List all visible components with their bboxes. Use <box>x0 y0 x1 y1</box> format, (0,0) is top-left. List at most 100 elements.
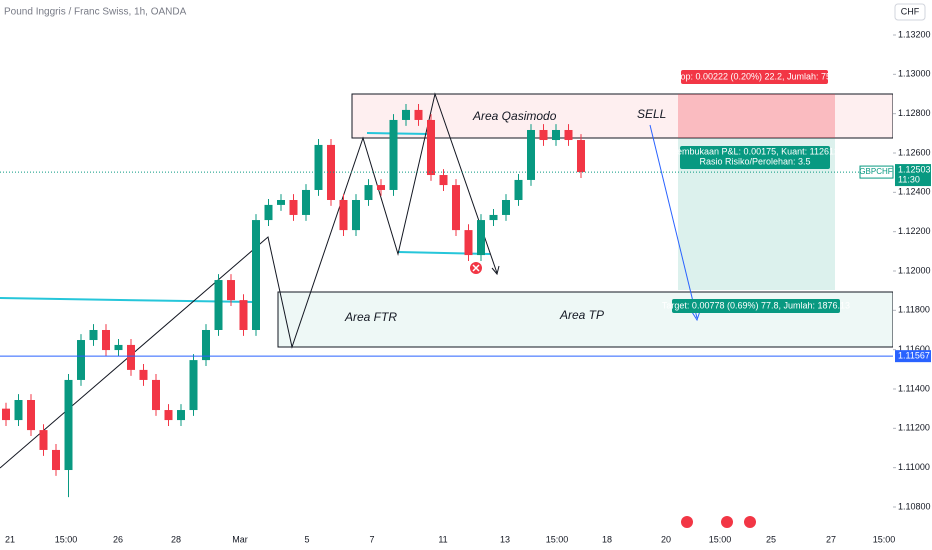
candle-body <box>239 300 248 330</box>
pattern-line <box>0 92 498 469</box>
y-tick-label: 1.11400 <box>898 383 930 393</box>
candle-body <box>414 109 423 120</box>
entry-label: Rasio Risiko/Perolehan: 3.5 <box>699 156 810 166</box>
candle-body <box>564 129 573 141</box>
candle-body <box>177 410 185 421</box>
symbol-tag <box>859 165 894 179</box>
last-price-label: 1.12503 <box>898 164 931 174</box>
sell-arrow <box>649 124 701 322</box>
arrow-head <box>491 265 500 276</box>
x-tick-label: 21 <box>5 534 15 544</box>
candle-body <box>464 230 473 256</box>
symbol-label: GBPCHF <box>859 167 892 176</box>
candle-body <box>452 185 460 231</box>
x-tick-label: 28 <box>171 534 181 544</box>
candle-body <box>477 220 485 256</box>
y-tick-label: 1.11800 <box>898 305 930 315</box>
y-tick-label: 1.11200 <box>898 423 930 433</box>
stop-label: Stop: 0.00222 (0.20%) 22.2, Jumlah: 750 <box>672 71 836 81</box>
invalid-icon <box>472 264 480 272</box>
y-tick-label: 1.13000 <box>898 69 931 79</box>
candle-body <box>352 200 360 231</box>
x-tick-label: 15:00 <box>709 534 732 544</box>
candle-body <box>364 185 373 201</box>
candle-body <box>439 175 448 186</box>
stop-zone <box>678 94 835 138</box>
candle-body <box>114 344 123 351</box>
target-label: Target: 0.00778 (0.69%) 77.8, Jumlah: 18… <box>662 300 850 310</box>
candle-body <box>514 179 523 201</box>
y-tick-label: 1.12800 <box>898 108 931 118</box>
x-tick-label: 15:00 <box>55 534 78 544</box>
entry-label: Pembukaan P&L: 0.00175, Kuant: 112612 <box>671 146 839 156</box>
candle-body <box>152 379 160 411</box>
candle-body <box>89 329 98 341</box>
candle-body <box>427 119 435 176</box>
x-tick-label: 5 <box>304 534 309 544</box>
candle-body <box>214 280 223 330</box>
y-tick-label: 1.12400 <box>898 187 931 197</box>
candle-body <box>139 369 148 380</box>
candle-body <box>389 119 398 190</box>
y-tick-label: 1.10800 <box>898 501 931 511</box>
candle-body <box>539 129 548 141</box>
x-tick-label: 7 <box>369 534 374 544</box>
candle-body <box>2 408 10 421</box>
x-tick-label: 26 <box>113 534 123 544</box>
candle-body <box>289 200 298 215</box>
candle-body <box>489 214 498 221</box>
candle-body <box>277 200 285 205</box>
candle-body <box>164 410 173 421</box>
area-label: Area FTR <box>344 310 397 324</box>
y-tick-label: 1.11000 <box>898 462 930 472</box>
candle-body <box>252 220 260 330</box>
x-tick-label: 15:00 <box>873 534 896 544</box>
candle-body <box>77 340 85 380</box>
candle-body <box>402 109 410 120</box>
y-tick-label: 1.11600 <box>898 344 930 354</box>
y-tick-label: 1.12000 <box>898 265 931 275</box>
y-tick-label: 1.13200 <box>898 29 931 39</box>
x-tick-label: 11 <box>438 534 447 544</box>
candle-body <box>264 204 273 221</box>
candle-body <box>27 400 35 431</box>
x-tick-label: Mar <box>232 534 248 544</box>
candle-body <box>377 185 385 190</box>
candle-body <box>14 400 23 421</box>
chart-title: Pound Inggris / Franc Swiss, 1h, OANDA <box>4 7 187 18</box>
candle-body <box>189 360 198 411</box>
hline-label: 1.11567 <box>898 351 930 361</box>
stop-box <box>681 70 828 84</box>
x-tick-label: 27 <box>826 534 836 544</box>
candle-body <box>202 329 210 361</box>
target-box <box>672 299 840 313</box>
candle-body <box>127 344 135 370</box>
currency: CHF <box>901 6 920 16</box>
candle-body <box>339 200 348 231</box>
hline-tag <box>895 350 931 363</box>
candle-body <box>552 129 560 141</box>
entry-box <box>680 146 830 169</box>
x-tick-label: 15:00 <box>546 534 569 544</box>
moving-average <box>0 132 491 303</box>
x-tick-label: 18 <box>602 534 612 544</box>
plot <box>2 104 585 498</box>
x-tick-label: 13 <box>500 534 510 544</box>
y-tick-label: 1.12200 <box>898 226 931 236</box>
price-axis <box>893 0 932 550</box>
candle-body <box>102 329 110 351</box>
currency-box[interactable] <box>894 3 926 21</box>
candle-body <box>302 189 310 215</box>
candle-body <box>39 430 48 450</box>
countdown: 11:30 <box>898 174 920 184</box>
y-tick-label: 1.12600 <box>898 147 931 157</box>
candle-body <box>314 144 323 190</box>
event-icons <box>681 516 756 528</box>
candle-body <box>527 129 535 180</box>
x-tick-label: 20 <box>661 534 671 544</box>
last-price-tag <box>895 164 931 187</box>
candle-body <box>227 280 235 301</box>
x-tick-label: 25 <box>766 534 776 544</box>
candle-body <box>52 449 60 471</box>
